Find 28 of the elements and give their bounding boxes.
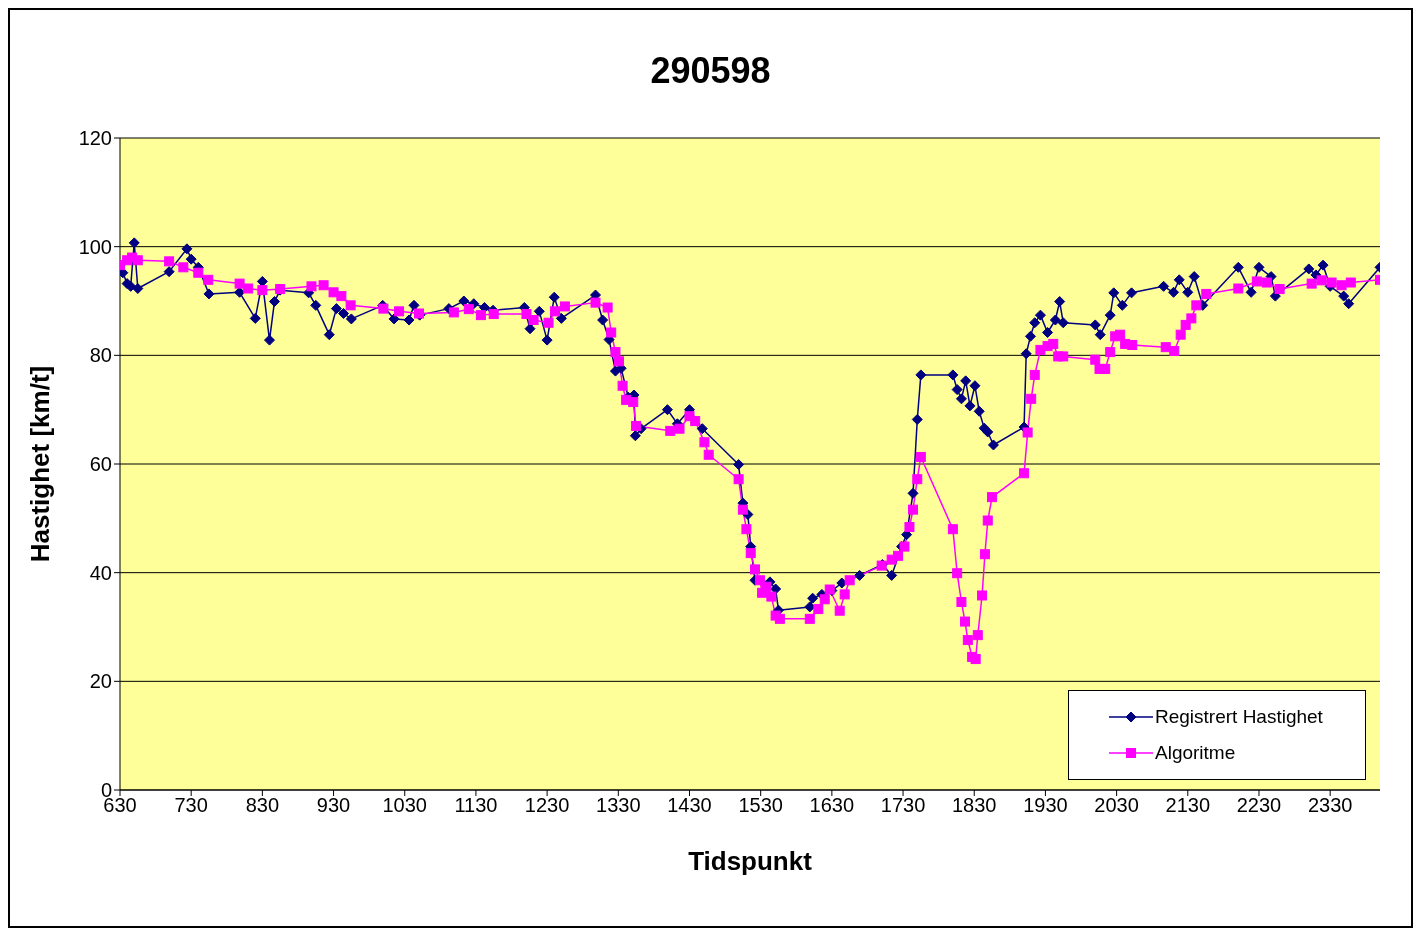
legend-label: Registrert Hastighet — [1155, 705, 1323, 729]
x-tick-label: 1330 — [596, 794, 641, 817]
chart-title: 290598 — [649, 50, 772, 92]
x-tick-label: 1030 — [382, 794, 427, 817]
x-tick-label: 730 — [174, 794, 208, 817]
y-tick-label: 120 — [78, 127, 112, 150]
legend-label: Algoritme — [1155, 741, 1236, 765]
x-tick-label: 1930 — [1023, 794, 1068, 817]
x-tick-label: 2130 — [1165, 794, 1211, 817]
y-tick-label: 40 — [89, 561, 112, 584]
x-tick-label: 2330 — [1307, 794, 1353, 817]
y-axis-title: Hastighet [km/t] — [25, 365, 56, 563]
x-axis-title: Tidspunkt — [688, 846, 813, 876]
y-tick-label: 100 — [78, 235, 112, 258]
x-tick-label: 1230 — [524, 794, 570, 817]
y-tick-label: 20 — [89, 670, 112, 693]
x-tick-label: 2230 — [1236, 794, 1282, 817]
y-tick-label: 60 — [89, 453, 112, 476]
x-tick-label: 830 — [245, 794, 280, 817]
x-tick-label: 1730 — [880, 794, 926, 817]
x-tick-label: 1130 — [454, 794, 498, 817]
x-tick-label: 1630 — [809, 794, 855, 817]
x-tick-label: 1530 — [738, 794, 783, 817]
x-tick-label: 1830 — [951, 794, 997, 817]
x-tick-label: 1430 — [667, 794, 712, 817]
y-tick-label: 80 — [89, 344, 112, 367]
x-tick-label: 930 — [316, 794, 351, 817]
x-tick-label: 2030 — [1094, 794, 1139, 817]
